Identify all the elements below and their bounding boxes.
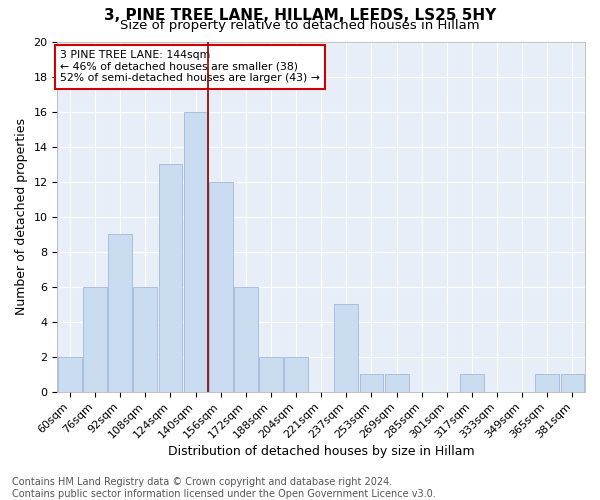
Text: Size of property relative to detached houses in Hillam: Size of property relative to detached ho… [120,19,480,32]
Bar [83,286,107,392]
Bar [184,112,208,392]
Bar [560,374,584,392]
Text: 3 PINE TREE LANE: 144sqm
← 46% of detached houses are smaller (38)
52% of semi-d: 3 PINE TREE LANE: 144sqm ← 46% of detach… [60,50,320,84]
Bar [385,374,409,392]
Bar [58,356,82,392]
Bar [359,374,383,392]
Bar [209,182,233,392]
Bar [535,374,559,392]
Bar [334,304,358,392]
Text: Contains HM Land Registry data © Crown copyright and database right 2024.
Contai: Contains HM Land Registry data © Crown c… [12,478,436,499]
Text: 3, PINE TREE LANE, HILLAM, LEEDS, LS25 5HY: 3, PINE TREE LANE, HILLAM, LEEDS, LS25 5… [104,8,496,22]
Y-axis label: Number of detached properties: Number of detached properties [15,118,28,315]
X-axis label: Distribution of detached houses by size in Hillam: Distribution of detached houses by size … [168,444,475,458]
Bar [234,286,258,392]
Bar [133,286,157,392]
Bar [158,164,182,392]
Bar [284,356,308,392]
Bar [108,234,132,392]
Bar [259,356,283,392]
Bar [460,374,484,392]
